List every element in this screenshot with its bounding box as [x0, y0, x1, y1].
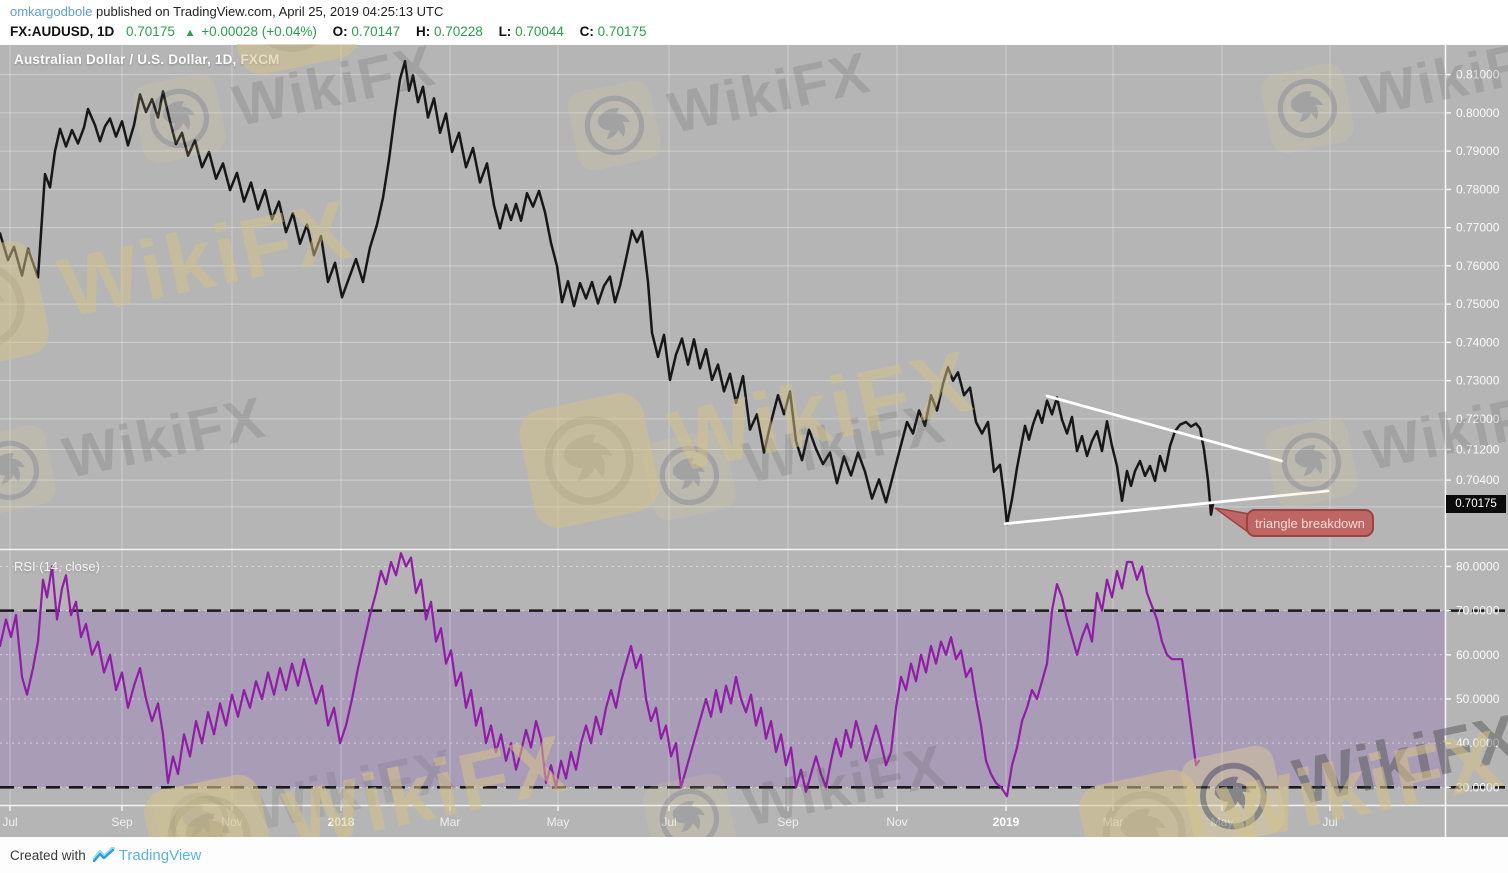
- price-series-line: [0, 59, 1215, 526]
- symbol-quote-line: FX:AUDUSD, 1D 0.70175 ▲ +0.00028 (+0.04%…: [10, 22, 1508, 43]
- open-label: O:: [332, 24, 348, 39]
- rsi-axis-label: 80.0000: [1456, 559, 1500, 573]
- time-axis-label: 2019: [993, 815, 1020, 829]
- author-link[interactable]: omkargodbole: [10, 4, 93, 19]
- rsi-axis-label: 60.0000: [1456, 648, 1500, 662]
- price-axis-label: 0.74000: [1456, 335, 1500, 349]
- chart-area[interactable]: 0.81000 0.80000 0.79000 0.78000 0.77000 0.760…: [0, 44, 1508, 837]
- price-axis-label: 0.79000: [1456, 144, 1500, 158]
- open-value: 0.70147: [351, 24, 401, 39]
- low-label: L:: [498, 24, 512, 39]
- byline: omkargodbole published on TradingView.co…: [10, 3, 1508, 21]
- symbol-label[interactable]: FX:AUDUSD, 1D: [10, 24, 115, 39]
- time-axis-label: Nov: [221, 815, 242, 829]
- chart-pane-title: Australian Dollar / U.S. Dollar, 1D, FXC…: [14, 52, 280, 67]
- price-axis-label: 0.80000: [1456, 106, 1500, 120]
- callout-text: triangle breakdown: [1255, 515, 1365, 531]
- high-value: 0.70228: [433, 24, 483, 39]
- publish-info: published on TradingView.com, April 25, …: [92, 4, 444, 19]
- price-axis-label: 0.71200: [1456, 443, 1500, 457]
- time-axis-label: Sep: [777, 815, 799, 829]
- price-axis-label: 0.77000: [1456, 221, 1500, 235]
- price-axis-label: 0.75000: [1456, 297, 1500, 311]
- time-axis-label: Sep: [111, 815, 133, 829]
- time-axis-label: 2018: [328, 815, 355, 829]
- rsi-axis-label: 40.0000: [1456, 736, 1500, 750]
- time-axis-label: Nov: [886, 815, 907, 829]
- close-value: 0.70175: [597, 24, 647, 39]
- price-axis-label: 0.73000: [1456, 374, 1500, 388]
- time-axis-label: May: [547, 815, 570, 829]
- trendline-lower: [1003, 489, 1330, 526]
- rsi-series-line: [0, 552, 1201, 798]
- tradingview-logo-icon: [92, 847, 115, 863]
- snapshot-footer: Created with TradingView: [0, 837, 1508, 873]
- close-label: C:: [579, 24, 594, 39]
- snapshot-header: omkargodbole published on TradingView.co…: [0, 0, 1508, 44]
- rsi-axis-label: 50.0000: [1456, 692, 1500, 706]
- rsi-axis-label: 70.0000: [1456, 604, 1500, 618]
- chart-canvas[interactable]: 0.81000 0.80000 0.79000 0.78000 0.77000 0.760…: [0, 44, 1508, 837]
- price-axis-label: 0.70400: [1456, 473, 1500, 487]
- created-with-label: Created with: [10, 847, 86, 863]
- triangle-breakdown-callout[interactable]: triangle breakdown: [1246, 509, 1374, 537]
- price-axis-label: 0.78000: [1456, 182, 1500, 196]
- time-axis-label: Jul: [661, 815, 676, 829]
- time-axis-label: Jul: [2, 815, 17, 829]
- price-axis-label: 0.76000: [1456, 259, 1500, 273]
- time-axis-label: Mar: [1103, 815, 1124, 829]
- time-axis-label: Mar: [440, 815, 461, 829]
- rsi-axis-label: 30.0000: [1456, 780, 1500, 794]
- high-label: H:: [415, 24, 431, 39]
- last-price: 0.70175: [126, 24, 175, 39]
- low-value: 0.70044: [515, 24, 564, 39]
- time-axis-label: May: [1211, 815, 1234, 829]
- rsi-pane-title: RSI (14, close): [14, 559, 100, 574]
- up-arrow-icon: ▲: [184, 27, 196, 39]
- price-axis-label: 0.81000: [1456, 68, 1500, 82]
- time-axis-label: Jul: [1322, 815, 1337, 829]
- price-change: +0.00028 (+0.04%): [201, 24, 317, 39]
- trendline-upper: [1045, 394, 1284, 463]
- current-price-badge: 0.70175: [1446, 494, 1506, 513]
- tradingview-brand-link[interactable]: TradingView: [118, 846, 202, 864]
- price-axis-label: 0.72000: [1456, 412, 1500, 426]
